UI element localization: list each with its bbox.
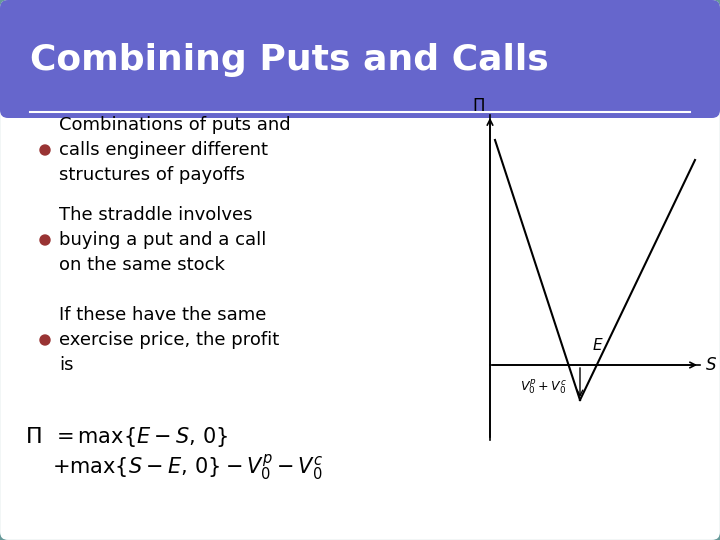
Text: $\Pi$: $\Pi$ (25, 427, 42, 447)
Text: $S$: $S$ (705, 356, 717, 374)
Circle shape (40, 235, 50, 245)
Text: $\Pi$: $\Pi$ (472, 97, 485, 115)
Text: The straddle involves
buying a put and a call
on the same stock: The straddle involves buying a put and a… (59, 206, 266, 274)
Text: $= \max\{E - S,\, 0\}$: $= \max\{E - S,\, 0\}$ (52, 425, 228, 449)
Text: $E$: $E$ (592, 337, 603, 353)
Text: $V_0^p + V_0^c$: $V_0^p + V_0^c$ (520, 377, 567, 396)
FancyBboxPatch shape (0, 0, 720, 118)
Text: Combining Puts and Calls: Combining Puts and Calls (30, 43, 549, 77)
Text: Combinations of puts and
calls engineer different
structures of payoffs: Combinations of puts and calls engineer … (59, 116, 291, 184)
Text: If these have the same
exercise price, the profit
is: If these have the same exercise price, t… (59, 306, 279, 374)
Text: $+ \max\{S - E,\, 0\} - V_0^p - V_0^c$: $+ \max\{S - E,\, 0\} - V_0^p - V_0^c$ (52, 453, 323, 483)
Circle shape (40, 335, 50, 345)
Circle shape (40, 145, 50, 155)
